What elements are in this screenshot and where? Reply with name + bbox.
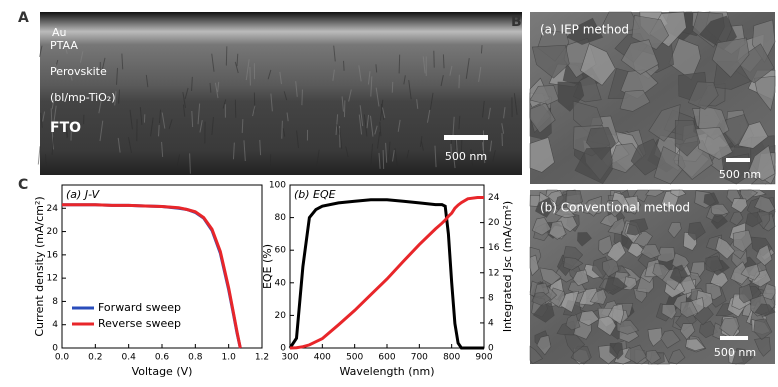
y-axis-label: EQE (%)	[261, 244, 274, 289]
chart-title: (b) EQE	[294, 188, 336, 201]
x-tick-label: 1.0	[222, 353, 237, 363]
x-tick-label: 400	[314, 353, 331, 363]
texture	[302, 89, 303, 105]
y-tick-label: 16	[47, 250, 59, 260]
scale-label: 500 nm	[714, 346, 756, 359]
scale-bar	[726, 158, 750, 162]
x-tick-label: 0.6	[155, 353, 170, 363]
scale-bar	[444, 135, 488, 140]
x-tick-label: 600	[378, 353, 395, 363]
layer-label: Au	[52, 26, 67, 39]
scale-label: 500 nm	[719, 168, 761, 181]
y2-tick-label: 20	[488, 218, 500, 228]
layer-label: FTO	[50, 120, 81, 136]
image-label: (b) Conventional method	[540, 201, 690, 215]
x-axis-label: Voltage (V)	[132, 365, 193, 378]
texture	[282, 121, 283, 139]
layer-label: Perovskite	[50, 65, 107, 78]
scale-bar	[720, 336, 748, 340]
texture	[399, 55, 400, 74]
legend-label: Forward sweep	[98, 301, 181, 314]
texture	[344, 61, 345, 71]
texture	[159, 125, 160, 136]
x-tick-label: 700	[411, 353, 428, 363]
x-tick-label: 1.2	[255, 353, 269, 363]
y-tick-label: 8	[52, 297, 58, 307]
x-tick-label: 900	[475, 353, 492, 363]
y2-axis-label: Integrated Jsc (mA/cm²)	[501, 201, 514, 332]
y-tick-label: 60	[275, 246, 287, 256]
texture	[270, 154, 271, 166]
y2-tick-label: 4	[488, 318, 494, 328]
x-tick-label: 300	[281, 353, 298, 363]
x-axis-label: Wavelength (nm)	[339, 365, 434, 378]
image-label: (a) IEP method	[540, 23, 629, 37]
y-tick-label: 0	[280, 344, 286, 354]
panel-letter: A	[18, 10, 29, 26]
data-line	[290, 200, 484, 348]
y-tick-label: 4	[52, 320, 58, 330]
texture	[443, 54, 444, 68]
panel-letter: B	[511, 14, 522, 30]
x-tick-label: 0.4	[122, 353, 137, 363]
y-tick-label: 100	[269, 181, 286, 191]
layer-label: (bl/mp-TiO₂)	[50, 91, 116, 104]
layer-label: PTAA	[50, 39, 78, 52]
legend-label: Reverse sweep	[98, 317, 181, 330]
texture	[242, 119, 243, 133]
y2-tick-label: 24	[488, 193, 500, 203]
y-axis-label: Current density (mA/cm²)	[33, 196, 46, 336]
texture	[481, 45, 482, 53]
scale-label: 500 nm	[445, 150, 487, 163]
y-tick-label: 0	[52, 344, 58, 354]
y-tick-label: 20	[47, 227, 59, 237]
x-tick-label: 800	[443, 353, 460, 363]
y-tick-label: 20	[275, 311, 287, 321]
y2-tick-label: 16	[488, 243, 500, 253]
y2-tick-label: 12	[488, 268, 499, 278]
texture	[383, 150, 384, 169]
texture	[38, 146, 40, 164]
x-tick-label: 0.0	[55, 353, 70, 363]
x-tick-label: 500	[346, 353, 363, 363]
y-tick-label: 80	[275, 213, 287, 223]
y2-tick-label: 0	[488, 344, 494, 354]
y2-tick-label: 8	[488, 293, 494, 303]
y-tick-label: 24	[47, 204, 59, 214]
chart-title: (a) J-V	[66, 188, 101, 201]
panel-letter: C	[18, 177, 28, 193]
x-tick-label: 0.2	[88, 353, 102, 363]
y-tick-label: 12	[47, 274, 58, 284]
y-tick-label: 40	[275, 278, 287, 288]
x-tick-label: 0.8	[188, 353, 203, 363]
